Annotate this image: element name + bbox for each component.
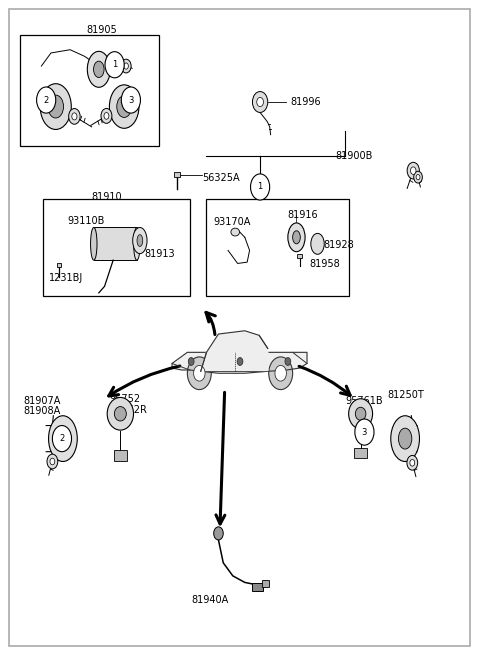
Circle shape [410,167,416,174]
Circle shape [410,460,415,466]
Text: 2: 2 [60,434,65,443]
Bar [20,35,158,146]
Ellipse shape [40,84,72,130]
Text: 56325A: 56325A [202,174,240,183]
Text: 81913: 81913 [144,250,175,259]
Ellipse shape [56,428,70,449]
Circle shape [50,458,55,465]
Ellipse shape [48,416,77,462]
Bar [174,172,180,177]
Circle shape [105,52,124,78]
Ellipse shape [107,398,133,430]
Text: 81250T: 81250T [387,390,424,400]
Circle shape [414,172,422,183]
Ellipse shape [94,61,104,77]
Circle shape [237,358,243,365]
Ellipse shape [132,227,147,253]
Ellipse shape [288,223,305,252]
Ellipse shape [87,51,110,87]
Circle shape [416,174,420,180]
Text: 95762R: 95762R [110,405,148,415]
Bar [94,227,137,260]
Text: 81905: 81905 [87,25,118,35]
Text: 81958: 81958 [310,259,340,269]
Circle shape [407,162,420,179]
Bar [354,448,367,458]
Ellipse shape [311,233,324,254]
Text: 3: 3 [362,428,367,437]
Bar [57,263,61,267]
Circle shape [104,113,109,119]
Ellipse shape [137,234,143,246]
Circle shape [36,87,56,113]
Ellipse shape [133,227,140,260]
Text: 2: 2 [44,96,49,105]
Ellipse shape [231,228,240,236]
Text: 81900B: 81900B [336,151,373,161]
Ellipse shape [109,85,139,128]
Text: 93110B: 93110B [68,216,105,226]
Text: 81910: 81910 [92,192,122,202]
Bar [298,254,302,258]
Text: 1: 1 [257,183,263,191]
Text: 81907A: 81907A [24,396,61,405]
Ellipse shape [391,416,420,462]
Text: 1: 1 [112,60,117,69]
Circle shape [121,59,131,73]
Text: 81996: 81996 [290,97,321,107]
Bar [262,580,269,587]
Circle shape [69,109,80,124]
Circle shape [257,98,264,107]
Polygon shape [201,331,268,371]
Text: 3: 3 [128,96,133,105]
Ellipse shape [293,231,300,244]
Ellipse shape [48,95,63,118]
Circle shape [121,87,141,113]
Circle shape [124,63,128,69]
Bar [206,199,349,296]
Text: 81928: 81928 [324,240,355,250]
Circle shape [72,113,77,120]
Bar [43,199,190,296]
Circle shape [275,365,287,381]
Circle shape [355,419,374,445]
Ellipse shape [398,428,412,449]
Bar [252,583,263,591]
Circle shape [52,426,72,452]
Circle shape [101,109,112,123]
Text: 81940A: 81940A [191,595,228,605]
Circle shape [47,454,58,469]
Text: 95761B: 95761B [345,396,383,405]
Circle shape [188,358,194,365]
Ellipse shape [91,227,97,260]
Circle shape [214,527,223,540]
Circle shape [193,365,205,381]
Text: 81908A: 81908A [24,406,61,416]
Circle shape [187,357,211,390]
Ellipse shape [114,407,126,421]
Ellipse shape [348,399,372,429]
Circle shape [285,358,291,365]
Text: 95752: 95752 [110,394,141,404]
Ellipse shape [355,407,366,421]
Text: 81916: 81916 [288,210,319,220]
Text: 93170A: 93170A [214,217,251,227]
Circle shape [407,455,418,470]
Circle shape [251,174,270,200]
Text: 1231BJ: 1231BJ [48,273,83,283]
Circle shape [252,92,268,113]
Ellipse shape [117,96,132,117]
Bar [114,450,127,462]
Circle shape [269,357,293,390]
Polygon shape [172,352,307,373]
